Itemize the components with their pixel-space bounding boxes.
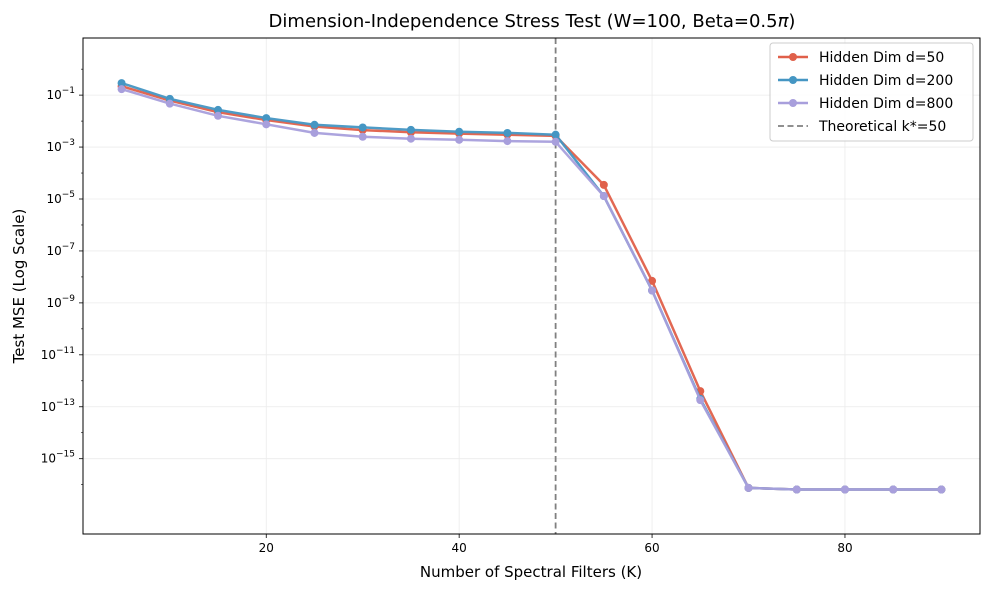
series-point (551, 130, 560, 139)
legend-box (769, 42, 974, 142)
series-line (121, 87, 942, 491)
series-point (262, 120, 271, 129)
x-tick-label: 40 (452, 541, 467, 555)
series-point (744, 483, 753, 492)
legend-label: Hidden Dim d=200 (819, 73, 953, 89)
y-tick-label: 10−7 (46, 242, 75, 258)
series-point (503, 128, 512, 137)
legend-label: Hidden Dim d=50 (819, 50, 944, 66)
y-tick-label: 10−1 (46, 86, 75, 102)
series-point (214, 105, 223, 114)
series-point (214, 111, 223, 120)
series-point (648, 276, 657, 285)
series-point (599, 192, 608, 201)
series-3 (117, 85, 946, 494)
series-point (503, 137, 512, 146)
x-tick-label: 80 (837, 541, 852, 555)
series-point (117, 85, 126, 94)
series-point (648, 286, 657, 295)
series-point (310, 120, 319, 129)
legend: Hidden Dim d=50 Hidden Dim d=200 Hidden Di… (769, 42, 974, 142)
series-point (406, 125, 415, 134)
y-axis-title: Test MSE (Log Scale) (10, 209, 28, 365)
legend-swatch-marker (789, 53, 797, 61)
legend-swatch-marker (789, 99, 797, 107)
x-axis-title: Number of Spectral Filters (K) (420, 563, 642, 581)
series-point (551, 137, 560, 146)
series-point (937, 485, 946, 494)
series-point (310, 128, 319, 137)
series-point (792, 485, 801, 494)
series-point (165, 99, 174, 108)
series-point (889, 485, 898, 494)
series-point (117, 79, 126, 88)
y-tick-label: 10−13 (41, 398, 75, 414)
y-tick-label: 10−11 (41, 346, 75, 362)
legend-label: Hidden Dim d=800 (819, 96, 953, 112)
x-tick-label: 20 (259, 541, 274, 555)
series-point (358, 132, 367, 141)
y-tick-label: 10−9 (46, 294, 75, 310)
chart-title: Dimension-Independence Stress Test (W=10… (269, 11, 796, 32)
ticks: 20 40 60 80 10−1 10−3 10−5 10−7 10−9 10−11 10−13 10… (41, 68, 853, 555)
x-tick-label: 60 (644, 541, 659, 555)
series-point (455, 135, 464, 144)
legend-swatch-marker (789, 76, 797, 84)
series-point (262, 114, 271, 123)
plot-frame (82, 37, 981, 535)
y-tick-label: 10−15 (41, 450, 75, 466)
series-point (840, 485, 849, 494)
series-point (696, 396, 705, 405)
series-point (406, 134, 415, 143)
series-point (358, 123, 367, 132)
series-point (455, 127, 464, 136)
series-point (599, 180, 608, 189)
legend-label: Theoretical k*=50 (818, 119, 946, 135)
grid (83, 38, 980, 534)
y-tick-label: 10−5 (46, 190, 75, 206)
series-layer (117, 79, 946, 494)
y-tick-label: 10−3 (46, 138, 75, 154)
